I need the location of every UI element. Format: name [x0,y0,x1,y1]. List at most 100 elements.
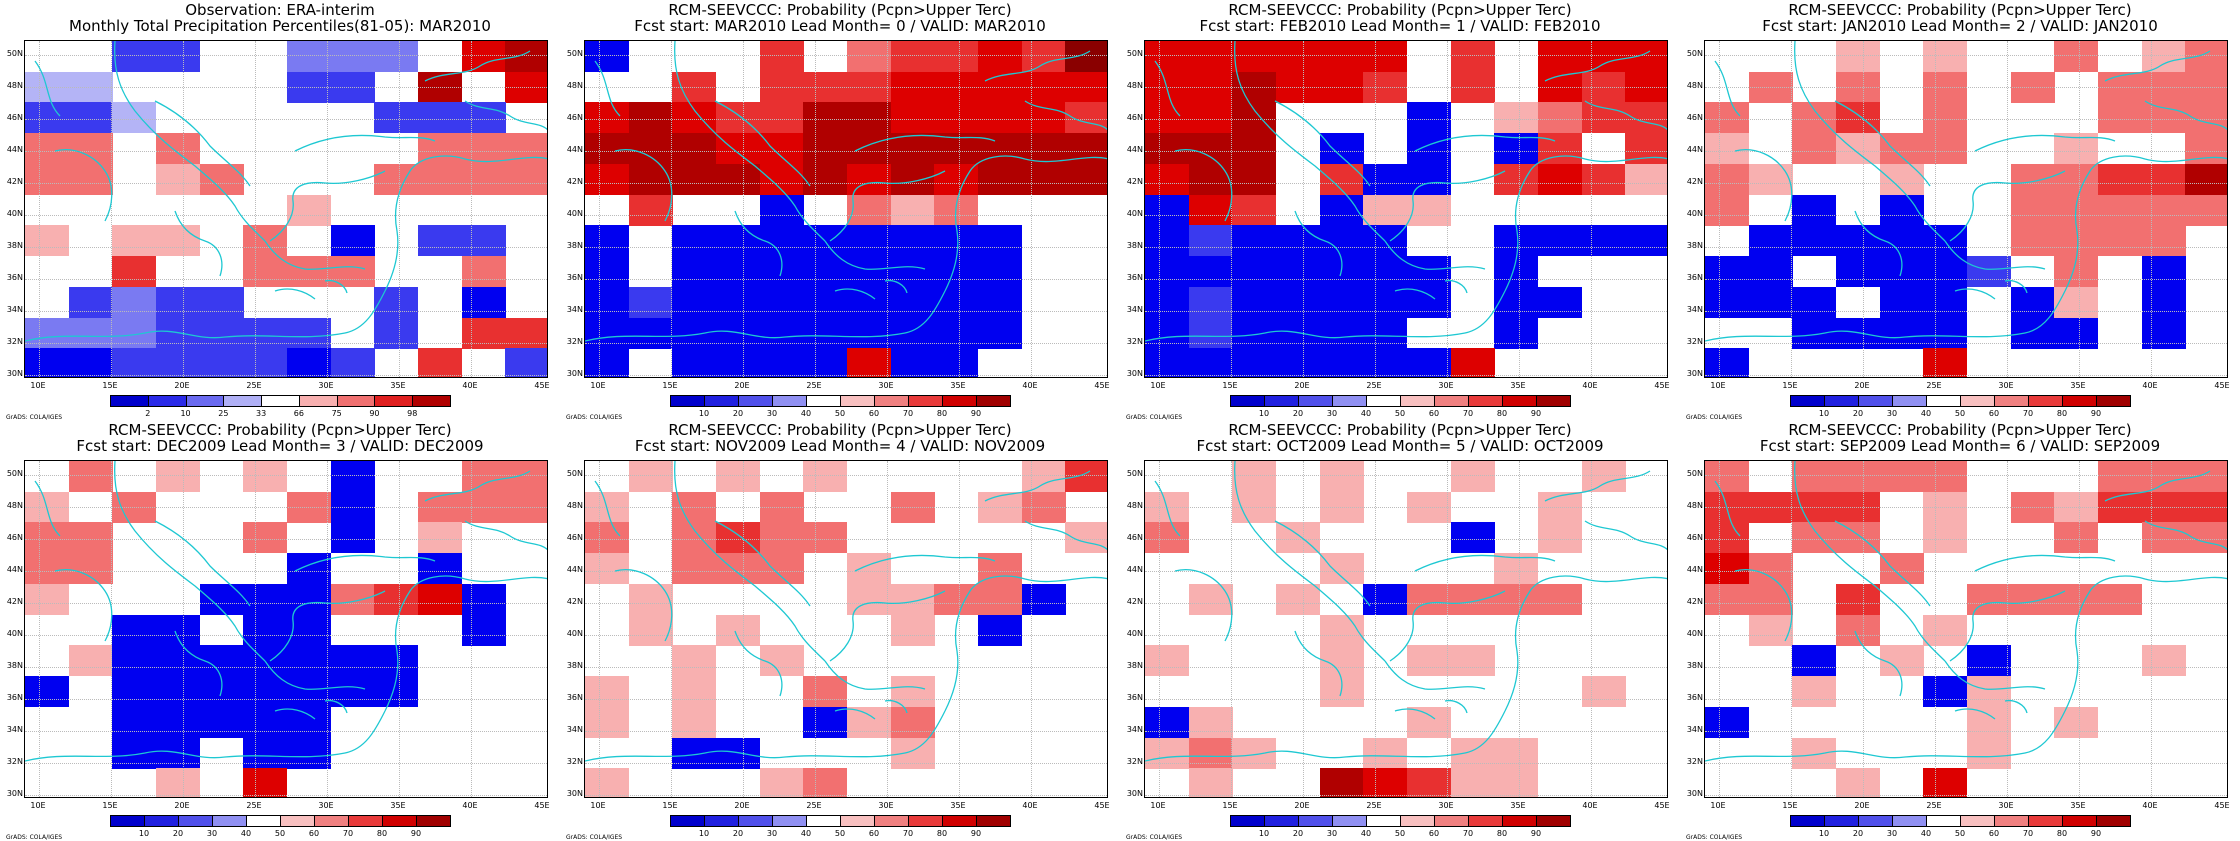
grid-cell [287,583,331,615]
colorbar-label: 10 [698,409,710,418]
grid-cell [1188,768,1233,797]
longitude-label: 10E [590,801,606,810]
meridian-line [1231,461,1232,797]
grid-cell [890,194,935,226]
grid-cell [1145,522,1189,554]
grid-cell [803,286,848,318]
grid-cell [243,768,288,797]
grid-cell [1276,286,1320,318]
coastline [714,100,811,187]
colorbar-label: 30 [1326,409,1338,418]
latitude-label: 36N [566,693,583,702]
parallel-line [25,731,547,732]
grid-cell [243,676,288,708]
grid-cell [1705,461,1749,492]
longitude-label: 45E [534,801,550,810]
coastline [585,710,946,762]
meridian-line [183,41,184,377]
longitude-label: 45E [2214,381,2230,390]
longitude-label: 40E [1582,381,1598,390]
grid-cell [585,676,629,708]
grid-cell [156,614,200,646]
grid-cell [418,163,462,195]
grid-cell [847,553,891,585]
colorbar-segment [1400,395,1435,407]
grid-cell [1625,225,1667,257]
grid-cell [330,256,375,288]
parallel-line [1145,731,1667,732]
grid-cell [1319,614,1364,646]
coastline [1274,100,1371,187]
grads-credit: GrADS: COLA/IGES [1686,414,1743,421]
colorbar-label: 40 [1920,829,1932,838]
parallel-line [25,475,547,476]
colorbar-segment [382,815,417,827]
grid-cell [716,348,760,377]
grid-cell [374,41,419,72]
grid-cell [461,41,506,72]
grid-cell [890,614,935,646]
coastline [2104,470,2211,502]
grid-cell [803,163,848,195]
colorbar-label: 90 [1530,409,1542,418]
coastline [1734,149,1793,222]
latitude-label: 32N [566,757,583,766]
coastline [1389,590,1506,662]
parallel-line [1145,55,1667,56]
grid-cell [2054,522,2099,554]
colorbar-segment [704,395,739,407]
longitude-label: 35E [950,801,966,810]
grid-cell [934,348,979,377]
coastline [944,575,1107,712]
grid-cell [759,286,804,318]
meridian-line [2079,41,2080,377]
longitude-label: 15E [662,381,678,390]
longitude-label: 10E [30,381,46,390]
parallel-line [25,375,547,376]
colorbar-label: 75 [331,409,342,418]
grid-cell [1538,163,1582,195]
latitude-label: 42N [1126,177,1143,186]
grid-cell [2141,163,2186,195]
meridian-line [671,461,672,797]
latitude-label: 50N [1126,49,1143,58]
parallel-line [1145,539,1667,540]
colorbar-label: 40 [1360,829,1372,838]
grid-cell [287,194,331,226]
grid-cell [716,286,760,318]
grid-cell [585,163,629,195]
longitude-label: 25E [246,801,262,810]
coastline [1974,134,2116,152]
parallel-line [585,795,1107,796]
coastline [1705,710,2066,762]
parallel-line [1145,667,1667,668]
coastline [1234,461,1386,662]
grid-cell [1021,41,1066,72]
grid-cell [1363,41,1408,72]
meridian-line [39,41,40,377]
meridian-line [255,41,256,377]
grid-cell [1145,706,1189,738]
coastline [1974,554,2116,572]
colorbar-segment [261,395,300,407]
grid-cell [1232,102,1277,134]
parallel-line [1705,151,2227,152]
coastline [1234,41,1386,242]
latitude-label: 30N [1126,369,1143,378]
grid-cell [2010,225,2055,257]
parallel-line [1145,571,1667,572]
longitude-label: 40E [1022,381,1038,390]
colorbar-label: 60 [1988,829,2000,838]
coastline [854,134,996,152]
grid-cell [672,553,717,585]
latitude-label: 50N [566,49,583,58]
parallel-line [1145,87,1667,88]
colorbar-segment [738,815,773,827]
coastline [424,50,531,82]
grid-cell [1450,348,1495,377]
grid-cell [1145,163,1189,195]
latitude-label: 50N [6,49,23,58]
colorbar-segment [1230,395,1265,407]
latitude-label: 32N [1686,337,1703,346]
grid-cell [759,522,804,554]
